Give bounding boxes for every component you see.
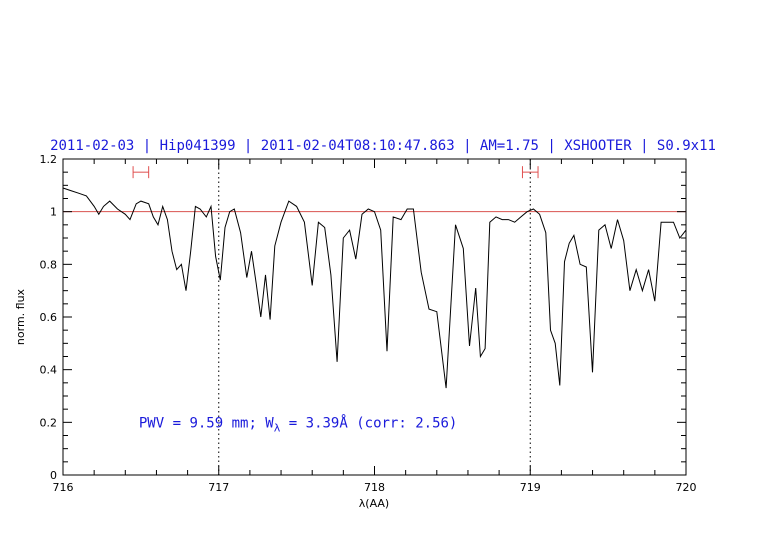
x-axis-label: λ(AA) (359, 497, 389, 510)
x-tick-label: 716 (53, 481, 74, 494)
range-markers (132, 166, 539, 179)
range-marker (132, 166, 150, 179)
y-tick-label: 1 (50, 206, 57, 219)
series-layer (62, 187, 687, 389)
pwv-annotation: PWV = 9.59 mm; Wλ = 3.39Å (corr: 2.56) (139, 414, 458, 434)
x-tick-label: 719 (520, 481, 541, 494)
annotation-subscript: λ (274, 421, 281, 434)
y-axis-label: norm. flux (14, 288, 27, 345)
x-tick-label: 720 (676, 481, 697, 494)
x-tick-label: 718 (364, 481, 385, 494)
range-marker (521, 166, 539, 179)
y-tick-label: 0 (50, 469, 57, 482)
annotation-suffix: = 3.39Å (corr: 2.56) (280, 414, 457, 431)
y-tick-label: 1.2 (40, 153, 58, 166)
chart-title: 2011-02-03 | Hip041399 | 2011-02-04T08:1… (50, 138, 716, 154)
spectrum-line (62, 187, 687, 389)
y-tick-label: 0.8 (40, 258, 58, 271)
y-tick-label: 0.4 (40, 364, 58, 377)
y-tick-label: 0.6 (40, 311, 58, 324)
annotation-prefix: PWV = 9.59 mm; W (139, 415, 274, 431)
y-tick-label: 0.2 (40, 416, 58, 429)
tick-labels: 716 717 718 719 720 0 0.2 0.4 0.6 0.8 1 1.2 (40, 153, 697, 494)
ticks-layer (62, 158, 687, 476)
x-tick-label: 717 (208, 481, 229, 494)
